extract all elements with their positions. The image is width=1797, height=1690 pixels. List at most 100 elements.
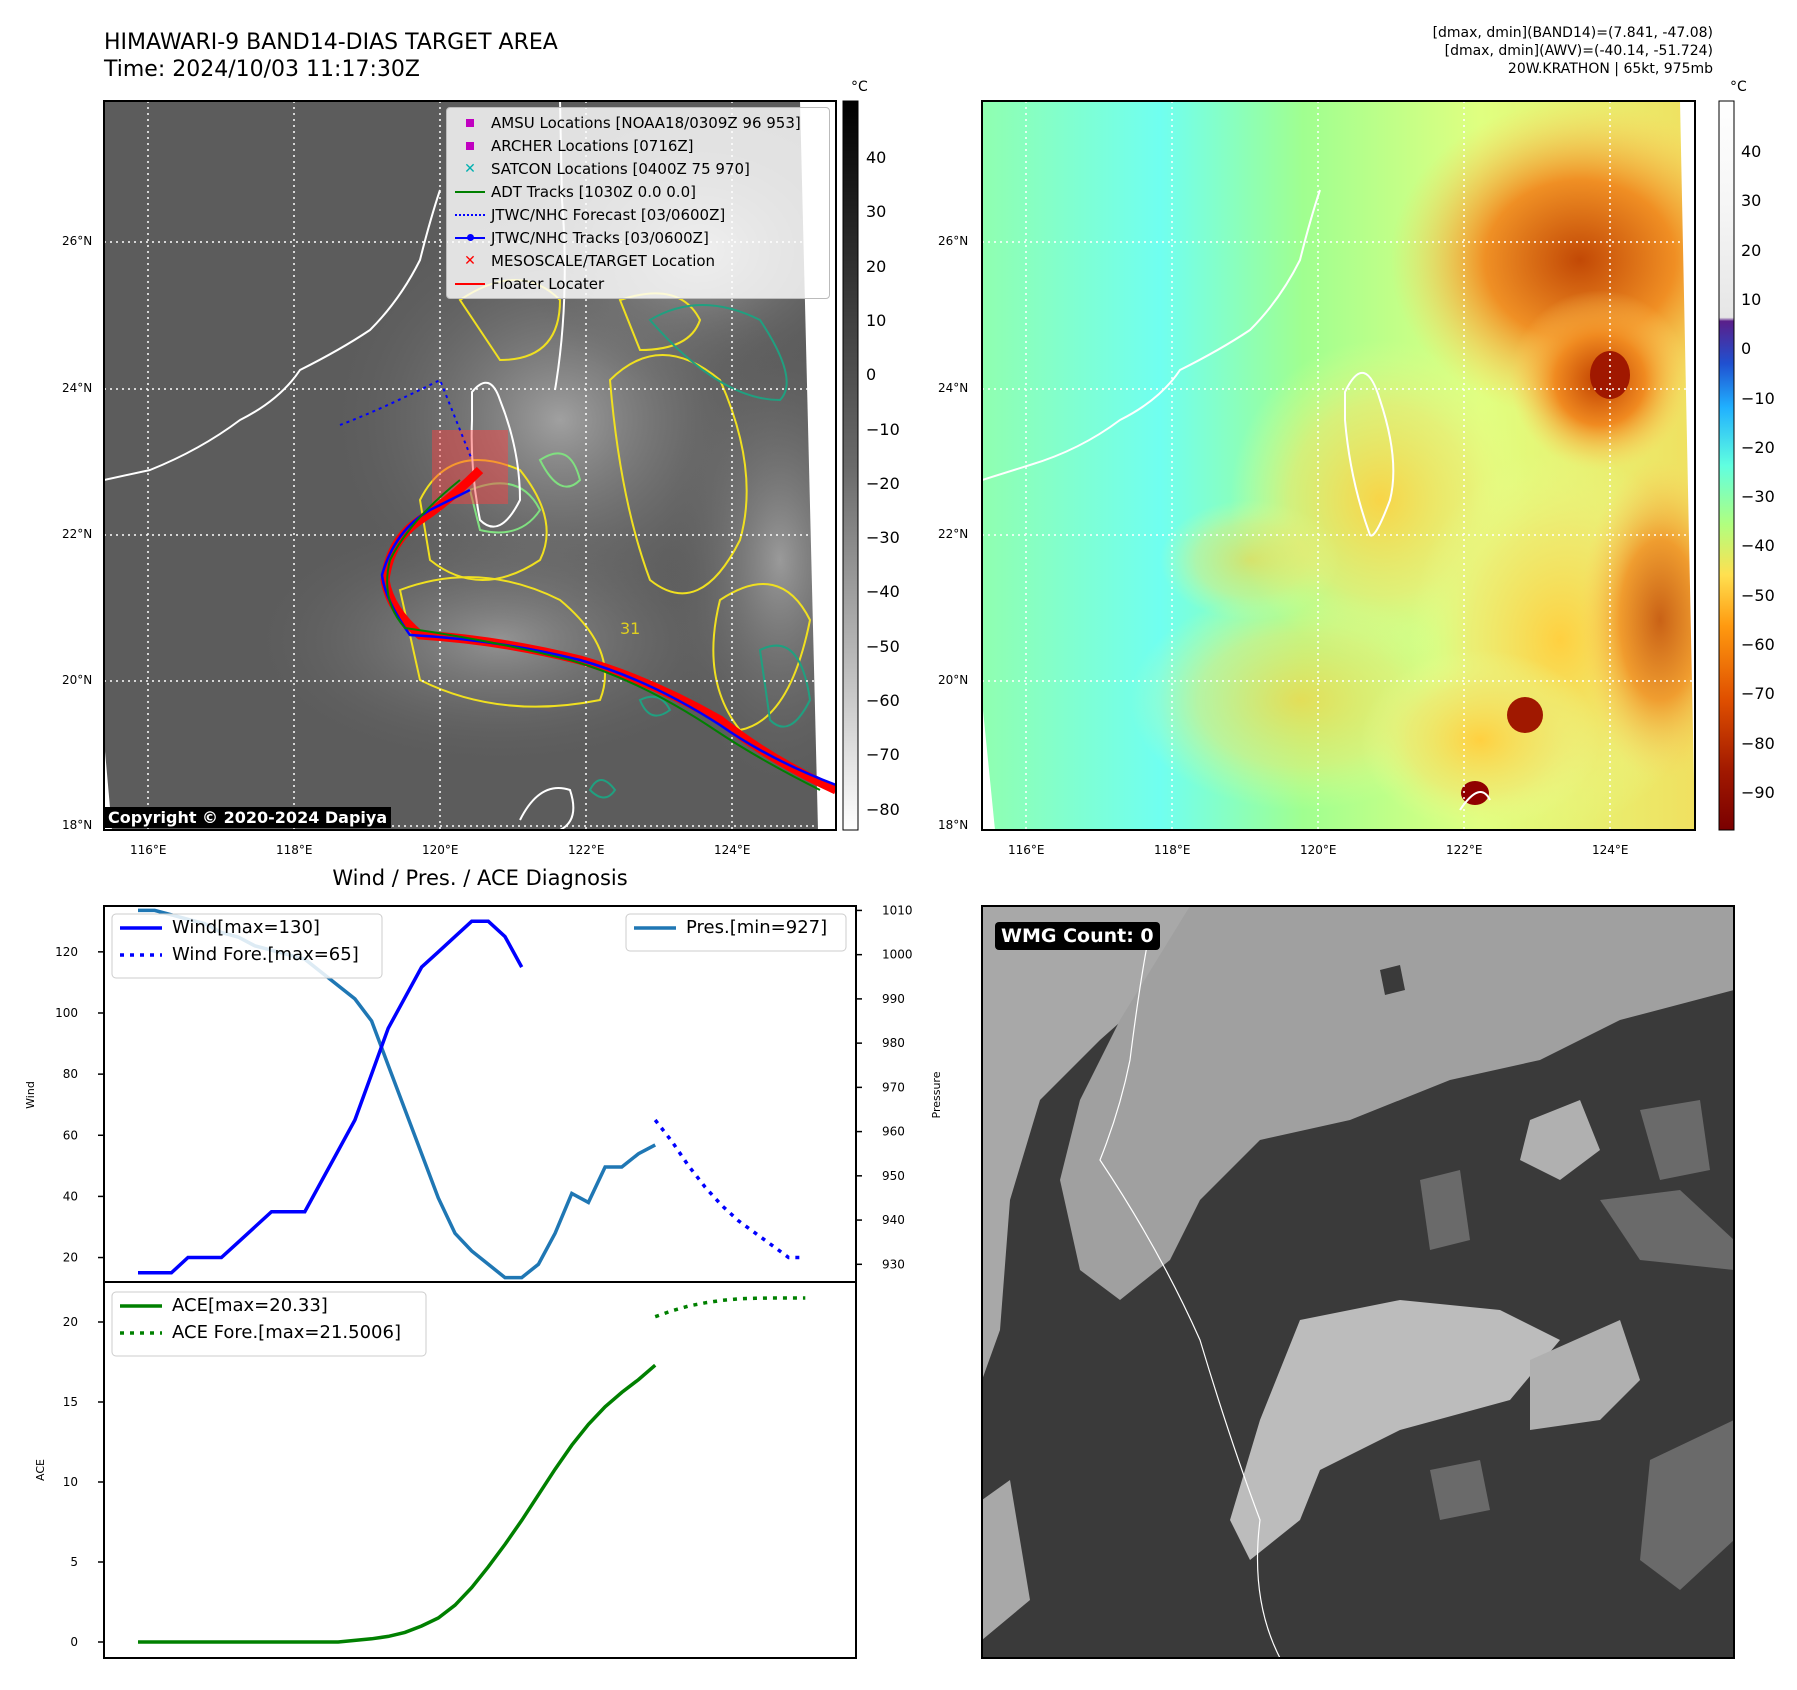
ace-legend-label: ACE[max=20.33] (172, 1295, 328, 1316)
awv-colorbar-tick: −60 (1741, 635, 1775, 654)
band14-colorbar-tick: 20 (866, 256, 887, 276)
longitude-label: 116°E (1008, 843, 1045, 857)
ace-chart: 0 5 10 15 20 ACE ACE[max=20.33] ACE Fore.[max=2… (34, 1281, 857, 1659)
wind-y-tick-label: 120 (55, 945, 78, 959)
awv-colorbar-unit: °C (1730, 79, 1747, 95)
longitude-label: 118°E (276, 843, 313, 857)
pressure-y-tick-label: 940 (882, 1213, 905, 1227)
latitude-label: 18°N (62, 818, 93, 832)
wind-pressure-chart: 20 40 60 80 100 120 930 940 950 960 970 980 990 1000 1… (24, 903, 943, 1283)
legend-line-icon (449, 282, 491, 285)
legend-dotted-icon (449, 213, 491, 216)
latitude-label: 22°N (938, 527, 969, 541)
ace-y-tick-label: 20 (63, 1315, 78, 1329)
wmg-coastline (1099, 929, 1281, 1658)
ace-y-tick-label: 0 (70, 1635, 78, 1649)
map-legend-label: SATCON Locations [0400Z 75 970] (491, 159, 750, 178)
ace-legend-box (111, 1291, 427, 1357)
band14-colorbar-tick: −50 (866, 636, 900, 656)
legend-x-icon: ✕ (464, 160, 476, 177)
map-legend-item: JTWC/NHC Tracks [03/0600Z] (449, 226, 827, 249)
awv-colorbar-tick: −70 (1741, 684, 1775, 704)
band14-colorbar-tick: −70 (866, 745, 900, 765)
longitude-label: 124°E (714, 843, 751, 857)
ace-legend-label: ACE Fore.[max=21.5006] (172, 1322, 401, 1343)
latitude-label: 20°N (62, 673, 93, 687)
ace-y-axis-label: ACE (34, 1459, 47, 1481)
awv-colorbar-tick: −40 (1741, 536, 1775, 556)
legend-square-icon (449, 118, 491, 127)
legend-square-icon (449, 141, 491, 150)
longitude-label: 120°E (422, 843, 459, 857)
longitude-label: 120°E (1300, 843, 1337, 857)
awv-colorbar-tick: −50 (1741, 585, 1775, 605)
band14-colorbar-tick: 10 (866, 310, 887, 330)
ace-y-tick-label: 5 (70, 1555, 78, 1569)
map-legend-label: AMSU Locations [NOAA18/0309Z 96 953] (491, 113, 801, 132)
pressure-y-tick-label: 980 (882, 1036, 905, 1050)
pressure-y-tick-label: 960 (882, 1125, 905, 1139)
awv-colorbar-tick: 10 (1741, 289, 1762, 309)
jtwc-forecast-track (339, 378, 473, 461)
map-legend-item: ✕ SATCON Locations [0400Z 75 970] (449, 157, 827, 180)
awv-colorbar-tick: −90 (1741, 782, 1775, 802)
awv-colorbar-tick: −20 (1741, 437, 1775, 457)
ace-line (138, 1363, 657, 1644)
pressure-y-tick-label: 930 (882, 1257, 905, 1271)
contour-label: 31 (620, 619, 640, 638)
pressure-y-tick-label: 950 (882, 1169, 905, 1183)
wmg-count-badge: WMG Count: 0 (995, 922, 1160, 950)
map-legend: AMSU Locations [NOAA18/0309Z 96 953] ARCH… (446, 107, 830, 299)
band14-colorbar-tick: −80 (866, 799, 900, 819)
latitude-label: 18°N (938, 818, 969, 832)
band14-colorbar (842, 100, 859, 831)
awv-features (982, 101, 1695, 830)
wmg-frame (981, 905, 1735, 1659)
awv-colorbar-tick: 20 (1741, 240, 1762, 260)
latitude-label: 22°N (62, 527, 93, 541)
latitude-label: 24°N (938, 381, 969, 395)
pressure-y-axis-label: Pressure (930, 1071, 943, 1118)
longitude-label: 122°E (1446, 843, 1483, 857)
wind-line (138, 919, 524, 1275)
longitude-label: 118°E (1154, 843, 1191, 857)
figure-title: HIMAWARI-9 BAND14-DIAS TARGET AREA Time:… (104, 29, 558, 83)
band14-colorbar-tick: 30 (866, 202, 887, 222)
band14-frame (103, 100, 837, 831)
map-legend-item: ✕ MESOSCALE/TARGET Location (449, 249, 827, 272)
map-legend-item: JTWC/NHC Forecast [03/0600Z] (449, 203, 827, 226)
awv-colorbar-tick: −80 (1741, 733, 1775, 753)
wmg-map (981, 905, 1735, 1659)
band14-range: [dmax, dmin](BAND14)=(7.841, -47.08) (1432, 25, 1713, 41)
map-legend-item: AMSU Locations [NOAA18/0309Z 96 953] (449, 111, 827, 134)
pressure-legend-box (625, 913, 847, 952)
pressure-y-tick-label: 970 (882, 1080, 905, 1094)
awv-map (981, 100, 1696, 831)
awv-frame (981, 100, 1696, 831)
wind-y-tick-label: 60 (63, 1128, 78, 1142)
storm-summary: 20W.KRATHON | 65kt, 975mb (1507, 61, 1713, 77)
adt-track (386, 479, 821, 791)
title-line-1: HIMAWARI-9 BAND14-DIAS TARGET AREA (104, 30, 558, 55)
awv-colorbar-tick: 30 (1741, 191, 1762, 211)
band14-colorbar-tick: −30 (866, 528, 900, 548)
wmg-cells (982, 906, 1734, 1658)
longitude-label: 116°E (130, 843, 167, 857)
map-legend-item: ADT Tracks [1030Z 0.0 0.0] (449, 180, 827, 203)
pressure-y-tick-label: 1010 (882, 903, 913, 917)
wind-y-tick-label: 100 (55, 1006, 78, 1020)
pressure-legend-label: Pres.[min=927] (686, 917, 827, 938)
longitude-label: 124°E (1592, 843, 1629, 857)
wind-y-tick-label: 20 (63, 1251, 78, 1265)
awv-colorbar-tick: 40 (1741, 142, 1762, 161)
map-legend-label: ADT Tracks [1030Z 0.0 0.0] (491, 182, 696, 201)
awv-colorbar-tick: −10 (1741, 388, 1775, 408)
ace-y-tick-label: 10 (63, 1475, 78, 1489)
latitude-label: 26°N (62, 234, 93, 248)
legend-x-icon: ✕ (464, 252, 476, 269)
title-line-2: Time: 2024/10/03 11:17:30Z (104, 57, 420, 82)
map-legend-label: JTWC/NHC Forecast [03/0600Z] (491, 205, 726, 224)
wind-legend-label: Wind[max=130] (172, 917, 320, 938)
band14-colorbar-tick: −40 (866, 582, 900, 602)
